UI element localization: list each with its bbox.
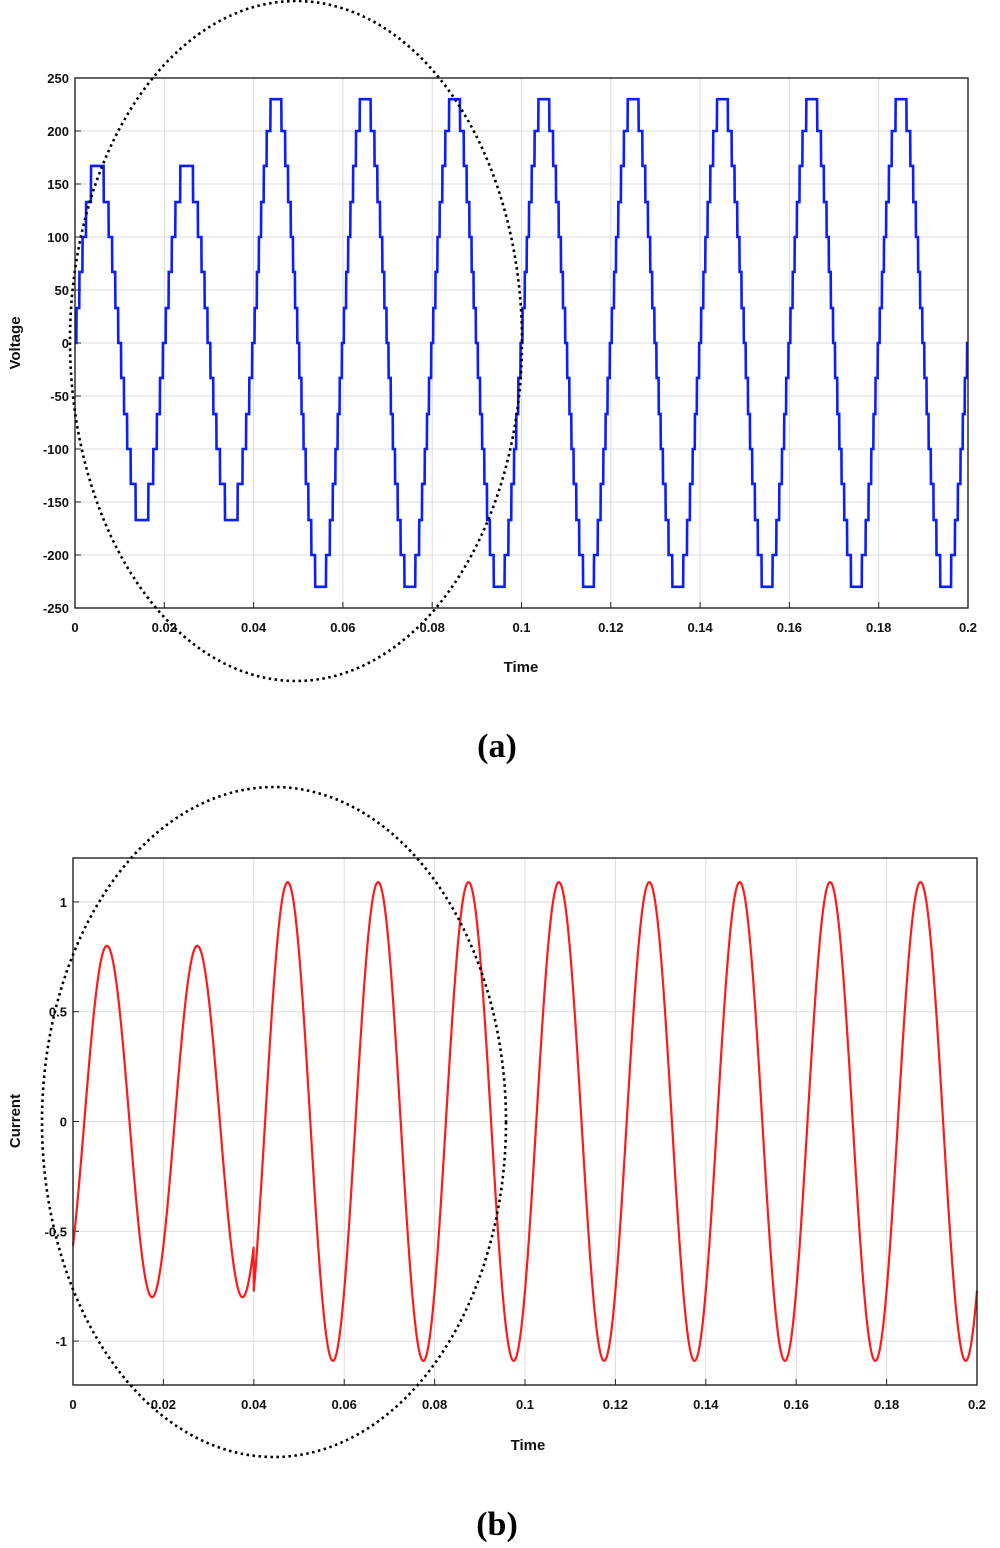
voltage-chart: 0 0.02 0.04 0.06 0.08 0.1 0.12 0.14 0.16 0.18 0.2 -… bbox=[7, 0, 977, 765]
y-tick-label: 1 bbox=[60, 895, 67, 910]
y-tick-label: 0 bbox=[62, 336, 69, 351]
x-tick-label: 0.04 bbox=[241, 620, 267, 635]
x-tick-label: 0.12 bbox=[603, 1397, 628, 1412]
highlight-ellipse-a bbox=[68, 0, 524, 683]
x-tick-label: 0.18 bbox=[874, 1397, 899, 1412]
y-tick-label: -50 bbox=[50, 389, 69, 404]
current-chart: 0 0.02 0.04 0.06 0.08 0.1 0.12 0.14 0.16 0.18 0.2 -… bbox=[7, 785, 986, 1543]
x-tick-label: 0.04 bbox=[241, 1397, 267, 1412]
y-tick-label: 200 bbox=[47, 124, 69, 139]
ylabel-b: Current bbox=[7, 1094, 24, 1148]
y-tick-label: 50 bbox=[55, 283, 69, 298]
y-tick-label: 150 bbox=[47, 177, 69, 192]
x-tick-label: 0.02 bbox=[151, 1397, 176, 1412]
x-tick-label: 0.08 bbox=[420, 620, 445, 635]
x-tick-label: 0.1 bbox=[512, 620, 530, 635]
x-tick-label: 0.08 bbox=[422, 1397, 447, 1412]
xlabel-b: Time bbox=[511, 1437, 546, 1454]
y-tick-label: -150 bbox=[43, 495, 69, 510]
highlight-ellipse-b bbox=[40, 785, 508, 1459]
y-tick-label: -200 bbox=[43, 548, 69, 563]
x-tick-label: 0.16 bbox=[784, 1397, 809, 1412]
ticks-b: 0 0.02 0.04 0.06 0.08 0.1 0.12 0.14 0.16 0.18 0.2 -… bbox=[45, 895, 986, 1412]
x-tick-label: 0.2 bbox=[968, 1397, 986, 1412]
y-tick-label: -100 bbox=[43, 442, 69, 457]
x-tick-label: 0.12 bbox=[598, 620, 623, 635]
y-tick-label: -1 bbox=[55, 1334, 67, 1349]
x-tick-label: 0.18 bbox=[866, 620, 891, 635]
x-tick-label: 0.1 bbox=[516, 1397, 534, 1412]
axes-frame-b bbox=[72, 857, 978, 1386]
y-tick-label: 0.5 bbox=[49, 1005, 67, 1020]
y-tick-label: -250 bbox=[43, 601, 69, 616]
current-series-line bbox=[71, 881, 979, 1362]
y-tick-label: 100 bbox=[47, 230, 69, 245]
xlabel-a: Time bbox=[504, 659, 539, 676]
y-tick-label: 250 bbox=[47, 71, 69, 86]
x-tick-label: 0 bbox=[71, 620, 78, 635]
x-tick-label: 0.06 bbox=[332, 1397, 357, 1412]
caption-b: (b) bbox=[476, 1506, 518, 1543]
caption-a: (a) bbox=[477, 728, 517, 765]
axes-frame-a bbox=[74, 77, 969, 609]
x-tick-label: 0.16 bbox=[777, 620, 802, 635]
x-tick-label: 0.2 bbox=[959, 620, 977, 635]
x-tick-label: 0.14 bbox=[687, 620, 713, 635]
x-tick-label: 0 bbox=[69, 1397, 76, 1412]
x-tick-label: 0.02 bbox=[152, 620, 177, 635]
x-tick-label: 0.14 bbox=[693, 1397, 719, 1412]
ticks-a: 0 0.02 0.04 0.06 0.08 0.1 0.12 0.14 0.16 0.18 0.2 -… bbox=[43, 71, 977, 635]
x-tick-label: 0.06 bbox=[330, 620, 355, 635]
y-tick-label: 0 bbox=[60, 1115, 67, 1130]
ylabel-a: Voltage bbox=[7, 316, 24, 369]
